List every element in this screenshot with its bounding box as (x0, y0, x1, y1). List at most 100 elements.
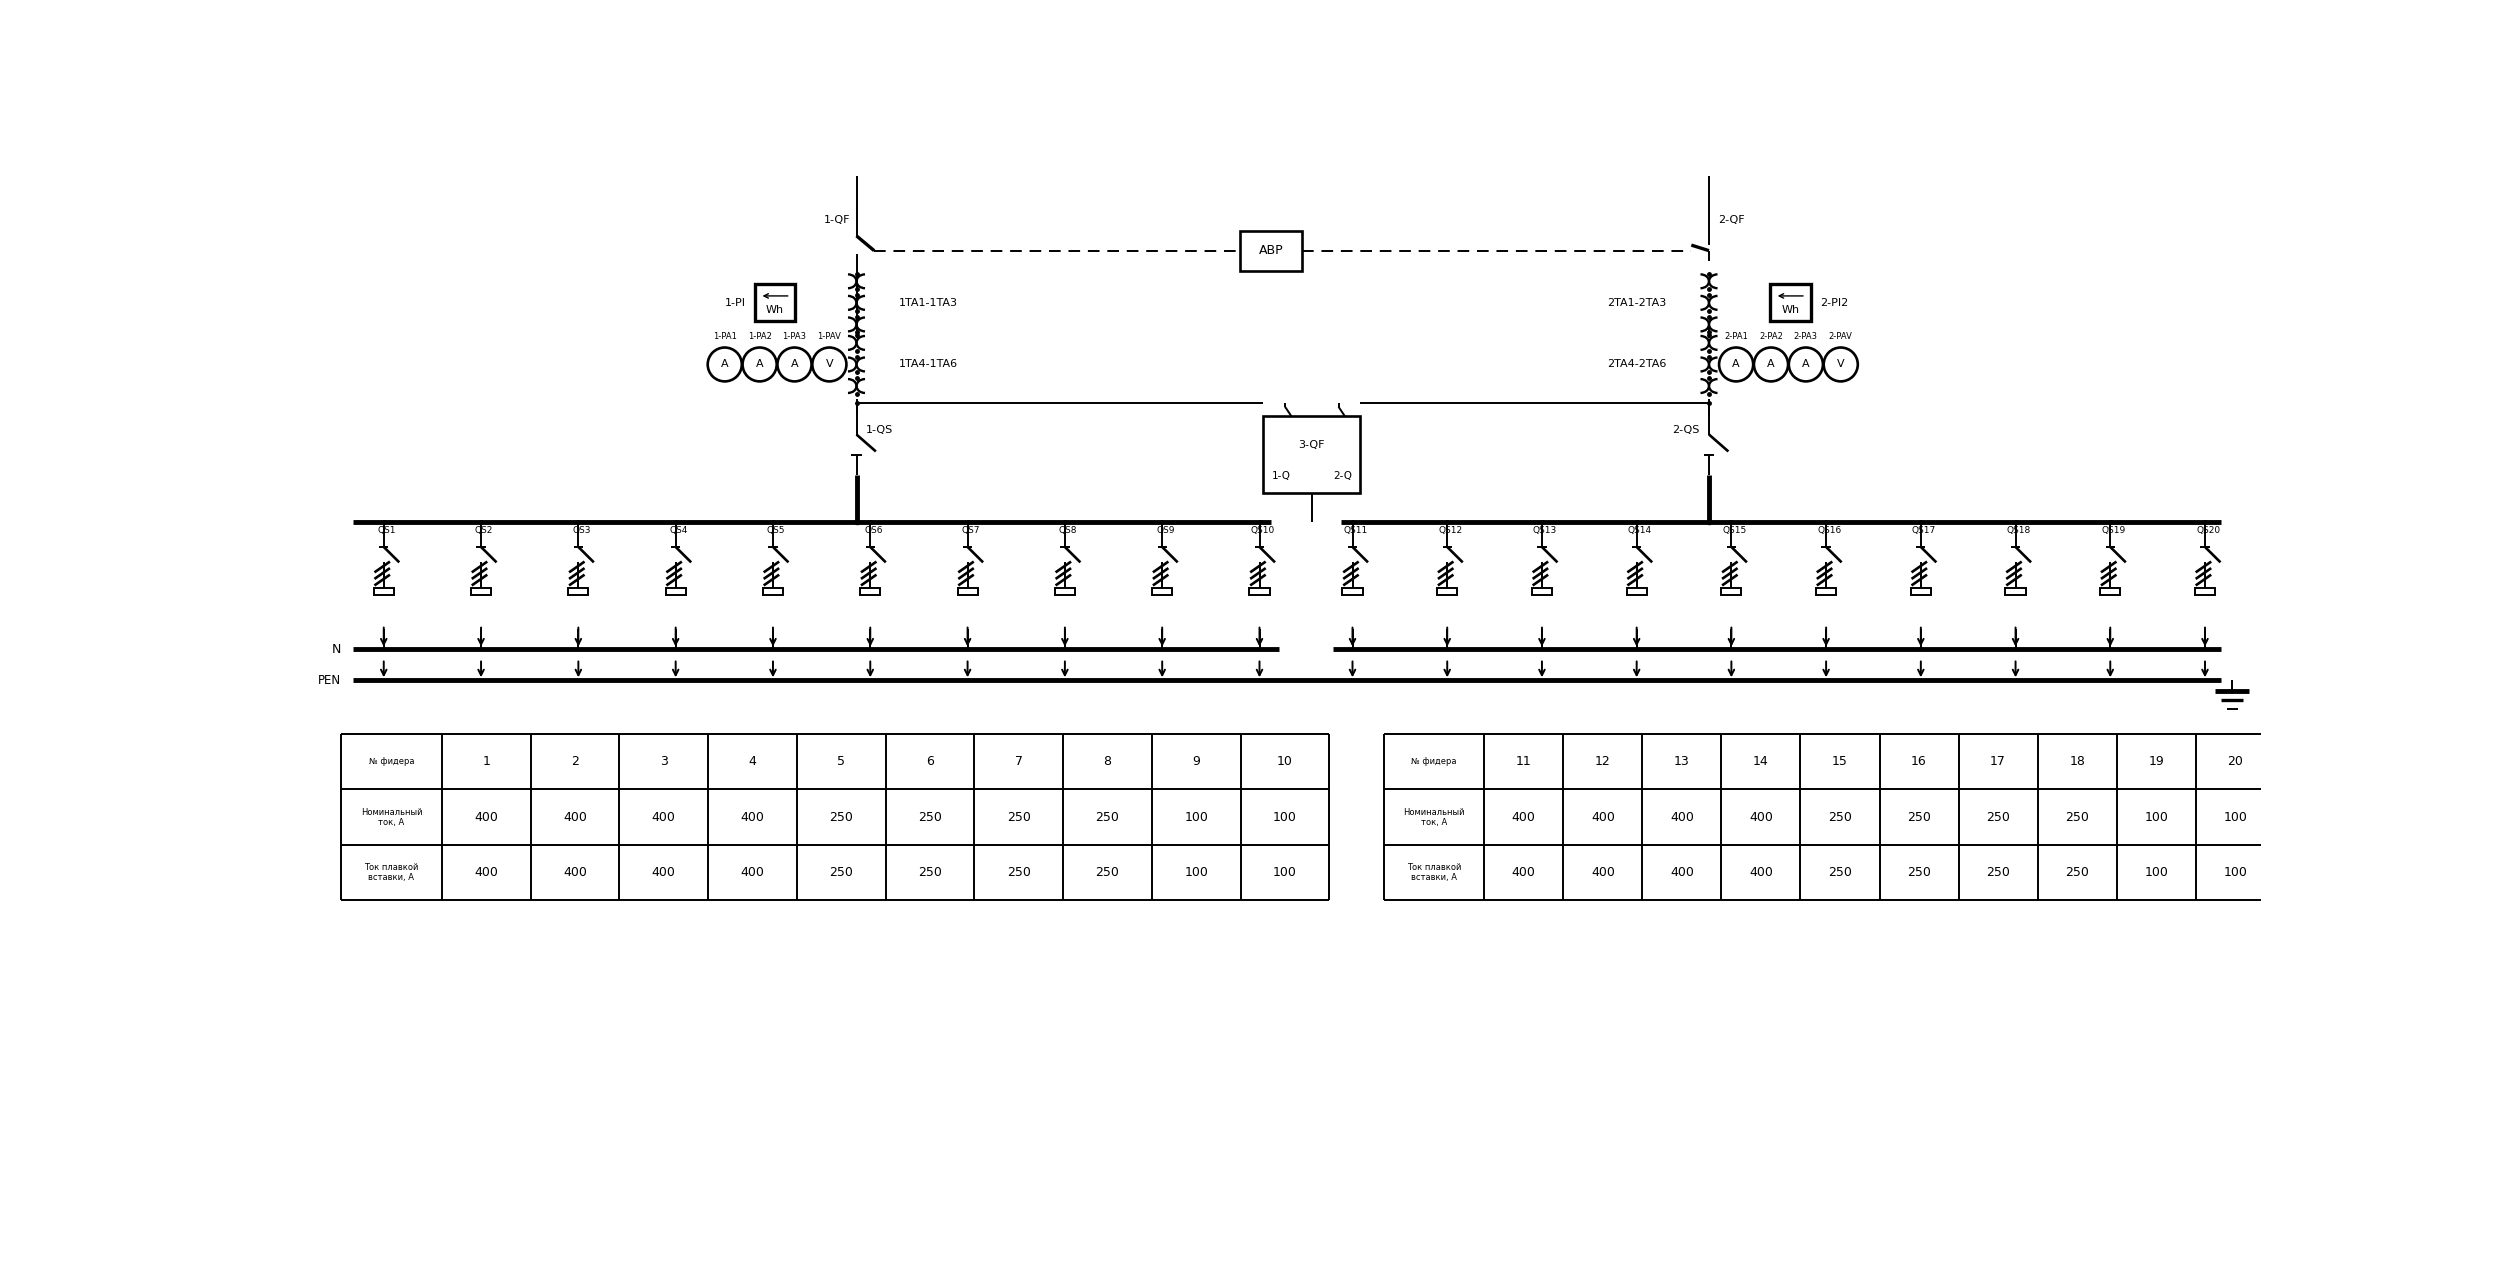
Text: 250: 250 (1007, 866, 1030, 879)
Text: 250: 250 (1907, 866, 1932, 879)
Text: АВР: АВР (1259, 244, 1284, 257)
Text: № фидера: № фидера (369, 757, 414, 766)
Text: QS7: QS7 (962, 526, 980, 535)
Text: 16: 16 (1912, 756, 1927, 769)
Text: QS17: QS17 (1912, 526, 1937, 535)
Bar (2195, 588, 2216, 595)
Text: 2-PI2: 2-PI2 (1819, 298, 1849, 308)
Text: 1-Q: 1-Q (1271, 471, 1291, 481)
Text: 250: 250 (1007, 811, 1030, 824)
Text: QS4: QS4 (671, 526, 688, 535)
Text: 1-PA2: 1-PA2 (749, 333, 771, 341)
Text: 3: 3 (661, 756, 668, 769)
Text: 1-PA3: 1-PA3 (784, 333, 806, 341)
Bar (764, 588, 784, 595)
Text: QS6: QS6 (864, 526, 882, 535)
Text: QS5: QS5 (766, 526, 786, 535)
Text: A: A (1766, 359, 1776, 370)
Text: A: A (791, 359, 799, 370)
Text: QS9: QS9 (1156, 526, 1176, 535)
Text: 250: 250 (2065, 811, 2090, 824)
Text: 400: 400 (741, 811, 764, 824)
Text: 250: 250 (2065, 866, 2090, 879)
Text: QS16: QS16 (1816, 526, 1841, 535)
Text: QS15: QS15 (1723, 526, 1746, 535)
Text: 2-QS: 2-QS (1673, 425, 1701, 435)
Text: QS20: QS20 (2195, 526, 2221, 535)
Text: 400: 400 (1512, 811, 1535, 824)
Text: 400: 400 (563, 811, 588, 824)
Text: Wh: Wh (766, 304, 784, 315)
Text: № фидера: № фидера (1412, 757, 1457, 766)
Text: 250: 250 (917, 866, 942, 879)
Text: 1-QF: 1-QF (824, 215, 849, 225)
Text: A: A (1801, 359, 1809, 370)
Text: 250: 250 (1907, 811, 1932, 824)
Text: 4: 4 (749, 756, 756, 769)
Text: 100: 100 (1274, 811, 1296, 824)
Text: Ток плавкой
вставки, А: Ток плавкой вставки, А (364, 863, 420, 883)
Text: A: A (721, 359, 728, 370)
Text: 8: 8 (1103, 756, 1110, 769)
Bar (1153, 588, 1173, 595)
Text: PEN: PEN (319, 674, 342, 687)
Text: 400: 400 (1590, 866, 1615, 879)
Bar (2005, 588, 2025, 595)
Text: A: A (756, 359, 764, 370)
Text: 250: 250 (1095, 866, 1120, 879)
Text: 400: 400 (475, 866, 497, 879)
Text: 1TA1-1TA3: 1TA1-1TA3 (899, 298, 957, 308)
Text: 100: 100 (2223, 866, 2248, 879)
Text: 1-PA1: 1-PA1 (713, 333, 736, 341)
Bar (1341, 588, 1362, 595)
Bar (1816, 588, 1836, 595)
Circle shape (744, 348, 776, 381)
Bar (1532, 588, 1552, 595)
Text: QS14: QS14 (1628, 526, 1653, 535)
Text: 100: 100 (1183, 811, 1208, 824)
Text: 3-QF: 3-QF (1299, 440, 1324, 450)
Text: 400: 400 (1748, 866, 1773, 879)
Circle shape (1789, 348, 1824, 381)
Text: 13: 13 (1673, 756, 1691, 769)
Text: 2-PA1: 2-PA1 (1723, 333, 1748, 341)
Text: 250: 250 (1987, 811, 2010, 824)
Circle shape (1824, 348, 1859, 381)
Text: 250: 250 (917, 811, 942, 824)
Text: 2-Q: 2-Q (1334, 471, 1351, 481)
Circle shape (811, 348, 847, 381)
Bar (470, 588, 492, 595)
Circle shape (708, 348, 741, 381)
Text: 100: 100 (1274, 866, 1296, 879)
Text: 400: 400 (475, 811, 497, 824)
Text: 2-PA2: 2-PA2 (1758, 333, 1784, 341)
Bar (1055, 588, 1075, 595)
Bar (1771, 284, 1811, 321)
Text: 1-PI: 1-PI (723, 298, 746, 308)
Text: 400: 400 (563, 866, 588, 879)
Text: 17: 17 (1990, 756, 2007, 769)
Text: 9: 9 (1193, 756, 1201, 769)
Text: QS3: QS3 (573, 526, 590, 535)
Text: 15: 15 (1831, 756, 1849, 769)
Text: 1-PAV: 1-PAV (816, 333, 842, 341)
Text: 400: 400 (651, 866, 676, 879)
Text: 1: 1 (482, 756, 490, 769)
Text: 250: 250 (1987, 866, 2010, 879)
Text: 18: 18 (2070, 756, 2085, 769)
Text: 5: 5 (836, 756, 844, 769)
Text: QS12: QS12 (1439, 526, 1462, 535)
Text: 100: 100 (2145, 866, 2168, 879)
Circle shape (1753, 348, 1789, 381)
Circle shape (1718, 348, 1753, 381)
Bar (2100, 588, 2120, 595)
Text: 2-PAV: 2-PAV (1829, 333, 1854, 341)
Text: QS10: QS10 (1251, 526, 1274, 535)
Text: QS18: QS18 (2007, 526, 2030, 535)
Text: 12: 12 (1595, 756, 1610, 769)
Text: QS13: QS13 (1532, 526, 1557, 535)
Text: 14: 14 (1753, 756, 1768, 769)
Text: 400: 400 (1748, 811, 1773, 824)
Text: 2-QF: 2-QF (1718, 215, 1746, 225)
Text: V: V (1836, 359, 1844, 370)
